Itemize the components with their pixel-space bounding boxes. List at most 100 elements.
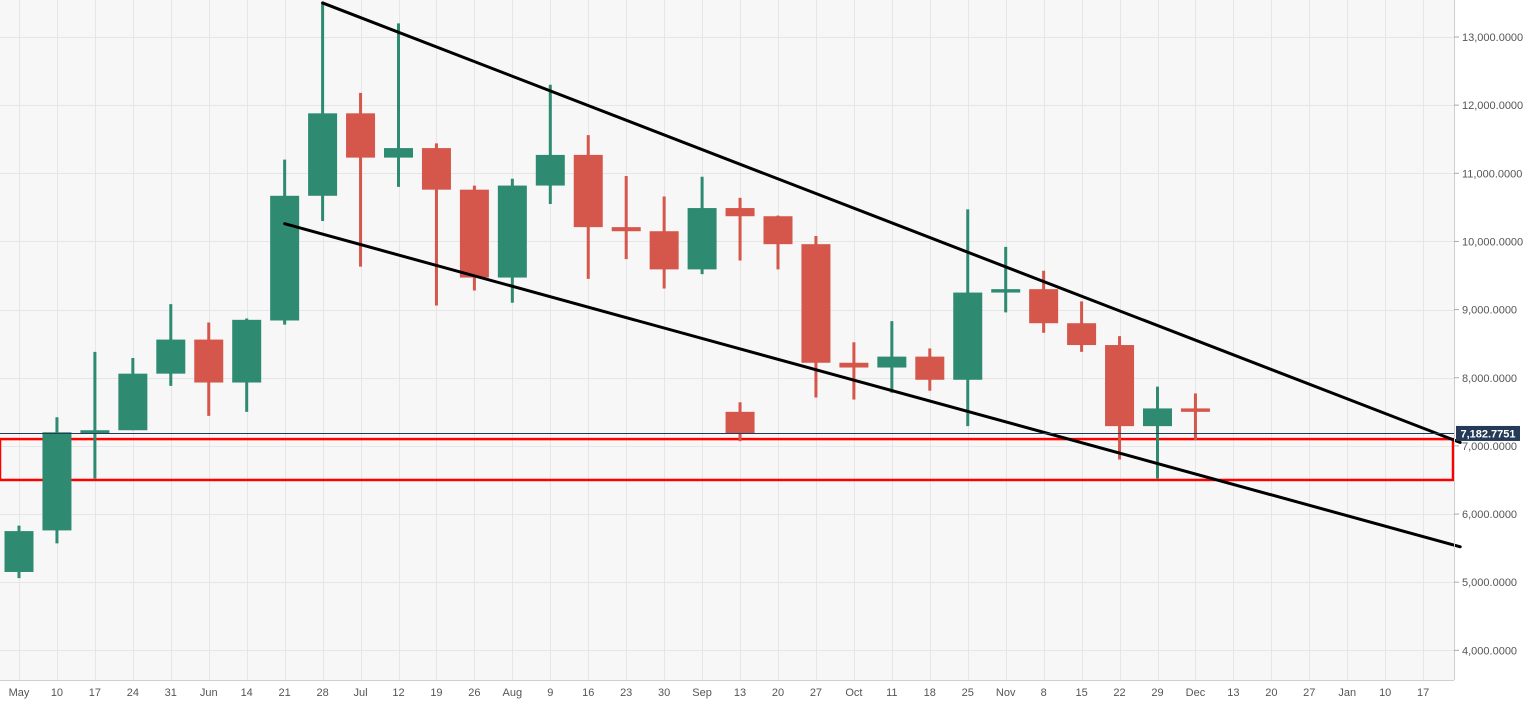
x-tick-label: 16 bbox=[582, 687, 594, 699]
candle bbox=[953, 209, 983, 427]
x-tick-label: Jul bbox=[354, 687, 368, 699]
candle-body bbox=[1029, 289, 1059, 324]
x-tick-label: May bbox=[9, 687, 30, 699]
x-tick-label: 22 bbox=[1113, 687, 1125, 699]
candle-body bbox=[308, 113, 338, 196]
candle bbox=[194, 322, 224, 416]
candle-body bbox=[991, 289, 1021, 293]
x-tick-label: 8 bbox=[1041, 687, 1047, 699]
x-axis: May 10 17 24 31 Jun 14 21 28 Jul 12 19 26 Aug 9 16 23 30 S… bbox=[9, 687, 1430, 699]
candle-body bbox=[4, 531, 34, 572]
candle-body bbox=[270, 195, 300, 321]
candle-body bbox=[801, 244, 831, 363]
x-tick-label: 13 bbox=[734, 687, 746, 699]
y-tick-label: 13,000.0000 bbox=[1462, 32, 1523, 44]
candle bbox=[459, 185, 489, 291]
candle bbox=[384, 23, 413, 187]
x-tick-label: 15 bbox=[1075, 687, 1087, 699]
y-tick-label: 4,000.0000 bbox=[1462, 645, 1517, 657]
candle bbox=[877, 321, 907, 393]
candle-body bbox=[877, 356, 907, 368]
candle bbox=[649, 196, 679, 289]
x-tick-label: 12 bbox=[392, 687, 404, 699]
x-tick-label: Dec bbox=[1186, 687, 1206, 699]
current-price-tag bbox=[1456, 425, 1520, 441]
y-tick-label: 6,000.0000 bbox=[1462, 509, 1517, 521]
y-tick-label: 11,000.0000 bbox=[1462, 168, 1522, 180]
candle bbox=[725, 197, 755, 261]
candle bbox=[4, 525, 34, 579]
candle bbox=[839, 342, 869, 400]
candle-body bbox=[1067, 323, 1097, 346]
candle-body bbox=[687, 208, 717, 270]
candle-body bbox=[346, 113, 376, 158]
trendlines bbox=[283, 1, 1462, 549]
candle bbox=[156, 304, 186, 386]
trendline bbox=[283, 222, 1462, 549]
candle-body bbox=[725, 208, 755, 217]
candle bbox=[1029, 270, 1059, 333]
x-tick-label: 21 bbox=[279, 687, 291, 699]
x-tick-label: 27 bbox=[810, 687, 822, 699]
candle-body bbox=[194, 339, 224, 383]
y-tick-label: 12,000.0000 bbox=[1462, 100, 1523, 112]
candle bbox=[497, 178, 527, 303]
x-tick-label: 20 bbox=[1265, 687, 1277, 699]
candle-body bbox=[459, 189, 489, 278]
x-tick-label: 25 bbox=[962, 687, 974, 699]
candle-body bbox=[611, 227, 641, 232]
candle bbox=[232, 318, 262, 412]
candle bbox=[42, 417, 72, 544]
candle bbox=[346, 92, 376, 267]
x-tick-label: 26 bbox=[468, 687, 480, 699]
x-tick-label: Jan bbox=[1338, 687, 1356, 699]
y-tick-label: 9,000.0000 bbox=[1462, 305, 1517, 317]
candle bbox=[1105, 336, 1135, 460]
candle-body bbox=[421, 148, 451, 190]
x-tick-label: 9 bbox=[547, 687, 553, 699]
candle bbox=[915, 348, 945, 391]
y-tick-label: 10,000.0000 bbox=[1462, 236, 1523, 248]
candle bbox=[1180, 393, 1210, 440]
candle-body bbox=[80, 430, 110, 434]
candle bbox=[535, 84, 565, 204]
candle bbox=[687, 176, 717, 275]
x-tick-label: Aug bbox=[503, 687, 523, 699]
candle-body bbox=[915, 356, 945, 380]
x-tick-label: 13 bbox=[1227, 687, 1239, 699]
x-tick-label: 28 bbox=[316, 687, 328, 699]
candle-body bbox=[1180, 408, 1210, 412]
y-tick-label: 7,000.0000 bbox=[1462, 441, 1517, 453]
candle-body bbox=[232, 319, 262, 383]
candle-body bbox=[42, 432, 72, 531]
x-tick-label: Oct bbox=[845, 687, 862, 699]
support-zone bbox=[0, 437, 1455, 482]
candle bbox=[991, 246, 1021, 313]
x-tick-label: Sep bbox=[692, 687, 712, 699]
y-axis: 13,000.0000 12,000.0000 11,000.0000 10,000.… bbox=[1454, 32, 1523, 657]
candle-body bbox=[1105, 345, 1135, 427]
candle-body bbox=[763, 216, 793, 245]
candle bbox=[725, 402, 755, 442]
candle bbox=[421, 143, 451, 306]
candle-body bbox=[649, 231, 679, 270]
x-tick-label: 14 bbox=[241, 687, 253, 699]
candle bbox=[1067, 301, 1097, 352]
x-tick-label: 23 bbox=[620, 687, 632, 699]
candles bbox=[4, 2, 1210, 579]
x-tick-label: 29 bbox=[1151, 687, 1163, 699]
x-tick-label: 31 bbox=[165, 687, 177, 699]
current-price: 7,182.7751 bbox=[0, 425, 1520, 441]
candle-body bbox=[725, 411, 755, 434]
candle bbox=[80, 351, 110, 479]
trendline bbox=[321, 1, 1462, 444]
candle-body bbox=[118, 373, 148, 431]
x-tick-label: 11 bbox=[886, 687, 897, 699]
x-tick-label: 27 bbox=[1303, 687, 1315, 699]
x-tick-label: 10 bbox=[1379, 687, 1391, 699]
candle-body bbox=[839, 362, 869, 368]
x-tick-label: 30 bbox=[658, 687, 670, 699]
candle bbox=[308, 2, 338, 222]
x-tick-label: 24 bbox=[127, 687, 139, 699]
